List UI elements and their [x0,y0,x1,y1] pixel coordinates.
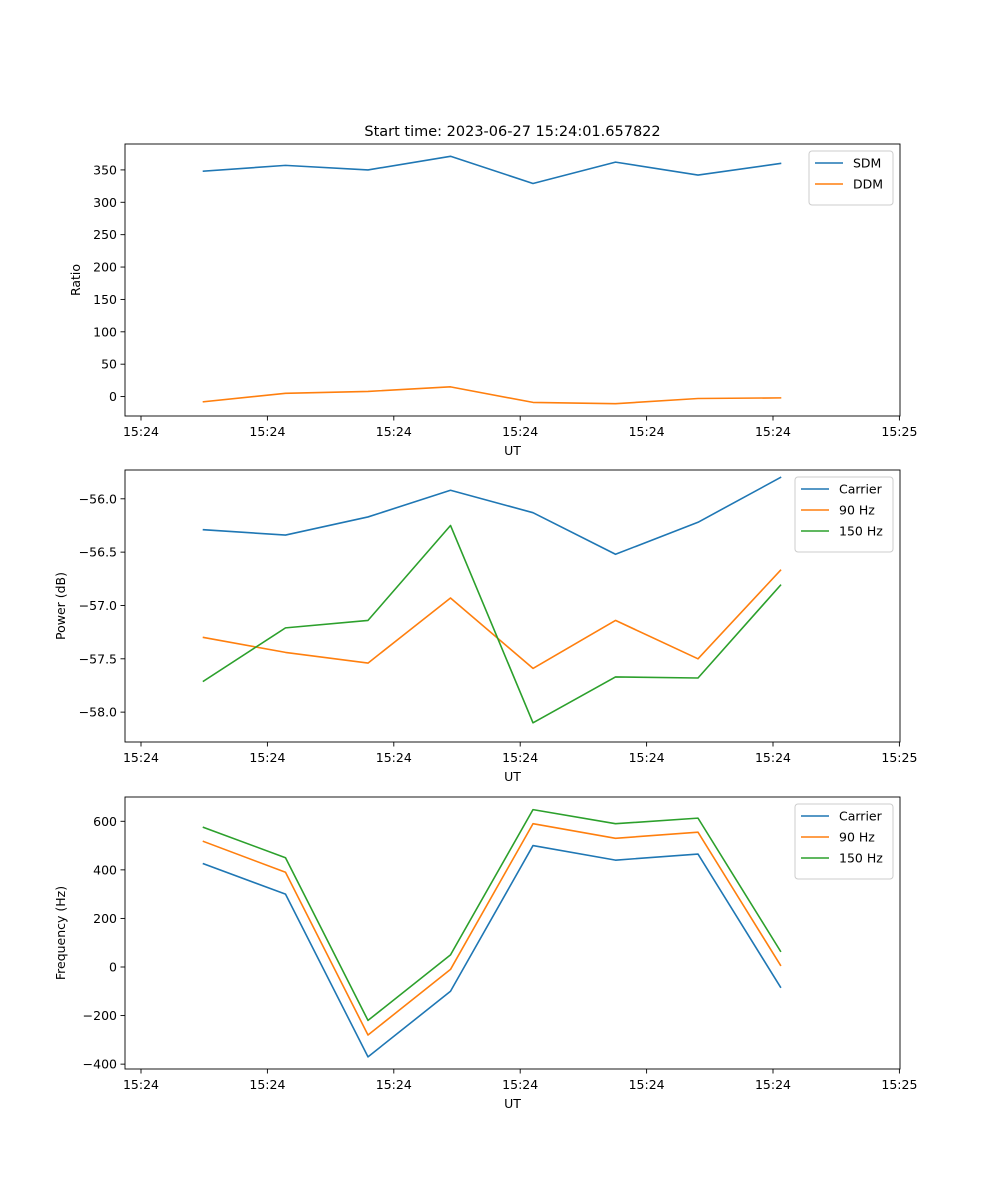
y-tick-label: 50 [101,357,117,372]
series-line-sdm [202,155,782,185]
y-tick-label: 600 [93,814,117,829]
x-tick-label: 15:24 [249,750,285,765]
figure-title: Start time: 2023-06-27 15:24:01.657822 [364,124,660,140]
x-tick-label: 15:24 [755,750,791,765]
y-tick-label: 200 [93,260,117,275]
y-tick-label: −56.0 [79,491,117,506]
x-tick-label: 15:24 [123,424,159,439]
y-tick-label: 100 [93,324,117,339]
y-tick-label: 150 [93,292,117,307]
y-axis-label: Ratio [68,264,83,296]
x-tick-label: 15:24 [629,1077,665,1092]
y-tick-label: −57.0 [79,598,117,613]
x-tick-label: 15:24 [755,1077,791,1092]
y-tick-label: −57.5 [79,651,117,666]
axes-frame [124,143,901,417]
legend: Carrier 90 Hz 150 Hz [794,476,894,553]
series-line-ddm [202,386,782,405]
legend-label: SDM [853,156,881,171]
chart-panel-3: −400 −200 0 200 400 600 15:24 15:24 15:24 15:24 15… [53,796,917,1111]
x-tick-label: 15:24 [376,750,412,765]
y-tick-label: 250 [93,227,117,242]
series-line-carrier [202,476,782,556]
y-tick-label: 0 [109,960,117,975]
series-line-90-hz [202,569,782,670]
axes-frame [124,796,901,1070]
y-axis-label: Frequency (Hz) [53,886,68,980]
legend-label: 150 Hz [839,524,883,539]
legend-label: DDM [853,177,883,192]
legend: SDM DDM [808,150,894,206]
series-line-carrier [202,844,782,1058]
y-tick-label: −200 [83,1008,117,1023]
series-line-150-hz [202,808,782,1022]
legend-box [794,476,894,553]
legend-label: 90 Hz [839,830,875,845]
legend-label: Carrier [839,809,883,824]
y-tick-label: −56.5 [79,545,117,560]
x-tick-label: 15:25 [881,750,917,765]
x-tick-label: 15:24 [249,1077,285,1092]
x-axis-label: UT [504,769,521,784]
x-tick-label: 15:24 [755,424,791,439]
y-tick-label: 200 [93,911,117,926]
x-tick-label: 15:24 [249,424,285,439]
x-tick-label: 15:24 [123,1077,159,1092]
x-tick-label: 15:24 [502,750,538,765]
legend-label: Carrier [839,482,883,497]
x-axis-label: UT [504,443,521,458]
legend-label: 150 Hz [839,851,883,866]
x-tick-label: 15:24 [629,750,665,765]
y-tick-label: 400 [93,862,117,877]
x-tick-label: 15:24 [629,424,665,439]
series-line-150-hz [202,524,782,724]
legend: Carrier 90 Hz 150 Hz [794,803,894,880]
chart-panel-2: −58.0 −57.5 −57.0 −56.5 −56.0 15:24 15:24 15:24… [53,469,917,784]
legend-box [808,150,894,206]
x-tick-label: 15:24 [502,424,538,439]
y-tick-label: −400 [83,1057,117,1072]
y-tick-label: 0 [109,389,117,404]
y-tick-label: 300 [93,195,117,210]
x-tick-label: 15:25 [881,1077,917,1092]
x-axis-label: UT [504,1096,521,1111]
legend-box [794,803,894,880]
y-tick-label: 350 [93,162,117,177]
y-tick-label: −58.0 [79,705,117,720]
x-tick-label: 15:25 [881,424,917,439]
x-tick-label: 15:24 [123,750,159,765]
x-tick-label: 15:24 [376,424,412,439]
x-tick-label: 15:24 [502,1077,538,1092]
legend-label: 90 Hz [839,503,875,518]
series-line-90-hz [202,822,782,1036]
y-axis-label: Power (dB) [53,572,68,640]
chart-panel-1: 0 50 100 150 200 250 300 350 15:24 15:24 15:24 15:2… [68,143,917,458]
x-tick-label: 15:24 [376,1077,412,1092]
axes-frame [124,469,901,743]
